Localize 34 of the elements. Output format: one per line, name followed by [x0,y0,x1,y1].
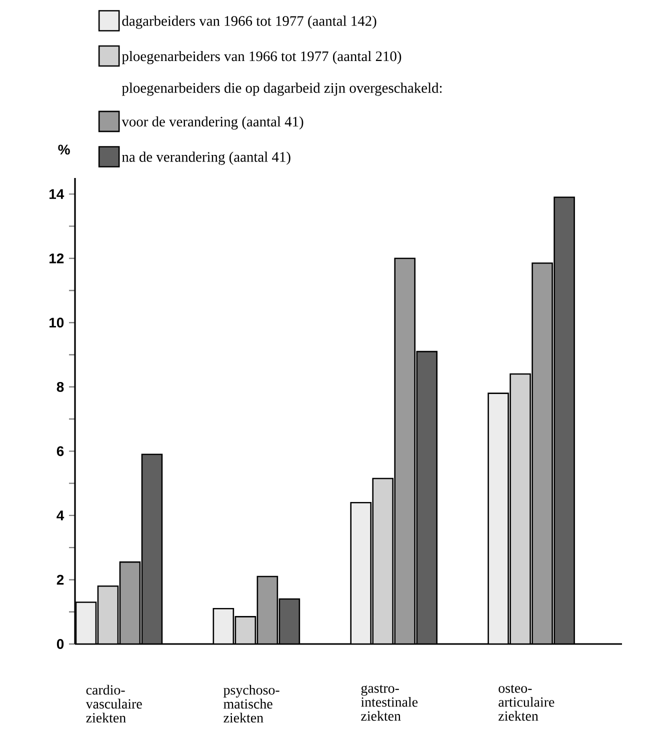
y-tick-label: 12 [50,253,64,264]
x-tick-label: gastro-intestinale ziekten [361,684,418,721]
bar [75,602,97,644]
legend-label: dagarbeiders van 1966 tot 1977 (aantal 142) [122,16,376,29]
y-tick-label: 0 [56,639,64,649]
y-tick-label: 10 [50,318,64,328]
bar [256,576,278,644]
bar [394,258,416,644]
bar [212,608,234,644]
legend-label: voor de verandering (aantal 41) [122,116,304,130]
bar [119,561,141,644]
y-tick-label: 14 [50,189,64,199]
legend-label: ploegenarbeiders van 1966 tot 1977 (aantal 210) [122,50,402,64]
bar [372,478,394,644]
bar [416,350,438,644]
bar [234,616,256,644]
bar [510,373,531,644]
bar [278,598,300,644]
y-tick-label: 4 [56,510,64,520]
bar [141,454,163,644]
x-tick-label: osteo-articulaire ziekten [498,684,554,721]
y-tick-label: 2 [56,574,64,585]
bar [350,502,372,644]
x-tick-label: psychoso-matische ziekten [223,684,280,723]
bar [532,262,553,644]
bar [97,586,119,644]
bar [488,392,509,644]
x-tick-label: cardio-vasculaire ziekten [86,684,142,723]
y-axis-title: % [58,144,70,155]
legend-label: na de verandering (aantal 41) [122,152,290,165]
bar [554,196,575,644]
legend-title: ploegenarbeiders die op dagarbeid zijn overgeschakeld: [122,82,442,96]
y-tick-label: 8 [56,382,64,392]
y-tick-label: 6 [56,446,64,456]
